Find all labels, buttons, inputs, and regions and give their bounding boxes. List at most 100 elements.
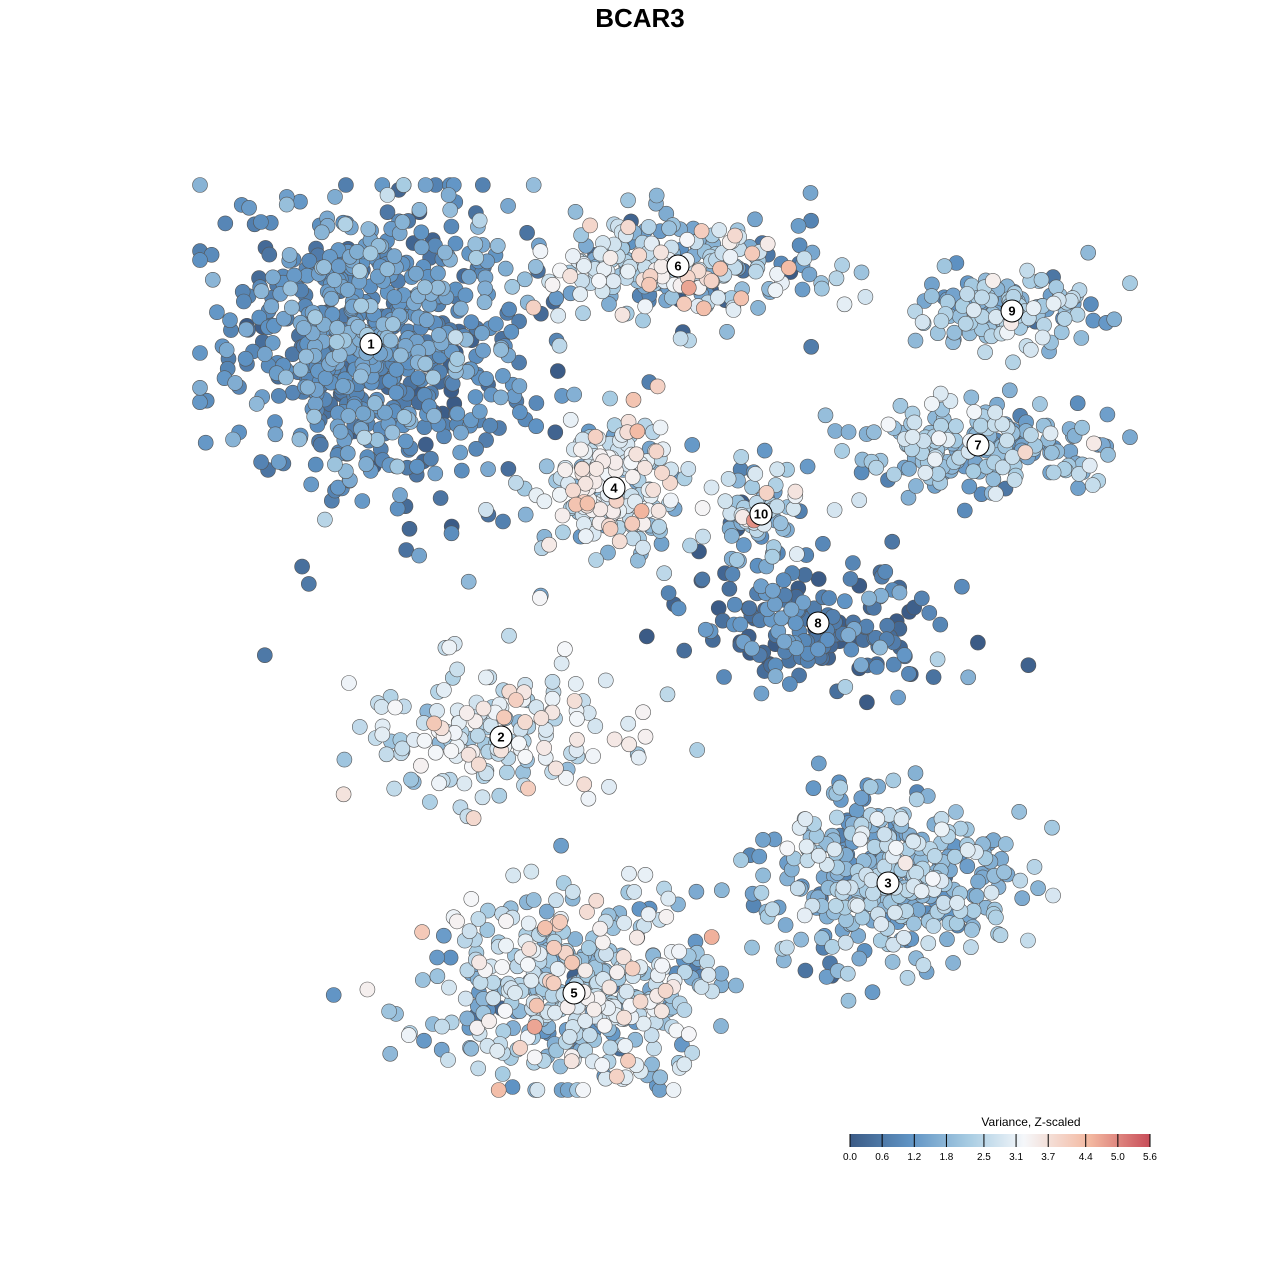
data-point — [554, 507, 571, 524]
data-point — [970, 634, 986, 651]
cluster-label: 8 — [806, 611, 830, 635]
data-point — [580, 790, 597, 807]
data-point — [946, 324, 963, 341]
data-point — [602, 521, 619, 537]
data-point — [557, 462, 573, 478]
data-point — [935, 894, 952, 911]
data-point — [963, 389, 980, 406]
data-point — [645, 482, 662, 498]
data-point — [616, 915, 633, 931]
data-point — [621, 736, 637, 753]
data-point — [267, 426, 284, 443]
data-point — [294, 558, 310, 575]
data-point — [527, 258, 544, 275]
data-point — [713, 1018, 729, 1034]
cluster-label-text: 6 — [674, 259, 681, 274]
data-point — [836, 296, 853, 313]
data-point — [1019, 262, 1035, 279]
data-point — [517, 749, 534, 765]
data-point — [351, 719, 368, 735]
data-point — [504, 278, 521, 295]
data-point — [378, 746, 395, 763]
data-point — [567, 931, 584, 947]
data-point — [996, 864, 1012, 881]
data-point — [835, 879, 852, 896]
data-point — [303, 476, 320, 493]
data-point — [440, 187, 457, 203]
data-point — [794, 281, 811, 298]
data-point — [1025, 300, 1042, 317]
data-point — [517, 506, 534, 523]
data-point — [312, 436, 329, 453]
data-point — [353, 297, 370, 314]
data-point — [661, 220, 677, 237]
data-point — [298, 348, 314, 365]
data-point — [797, 962, 814, 979]
data-point — [906, 414, 923, 431]
data-point — [1030, 880, 1046, 897]
data-point — [839, 965, 856, 982]
data-point — [726, 596, 743, 613]
data-point — [471, 212, 488, 229]
colorbar-tick-label: 1.8 — [939, 1152, 953, 1163]
data-point — [637, 866, 654, 883]
data-point — [1020, 932, 1036, 949]
data-point — [500, 461, 517, 477]
data-point — [834, 443, 850, 459]
data-point — [624, 469, 641, 485]
data-point — [680, 279, 697, 296]
data-point — [641, 276, 658, 293]
data-point — [959, 842, 976, 858]
data-point — [537, 920, 554, 936]
data-point — [460, 746, 477, 763]
data-point — [577, 1042, 593, 1059]
data-point — [417, 279, 433, 296]
data-point — [907, 332, 924, 349]
data-point — [459, 1010, 476, 1027]
data-point — [700, 966, 717, 983]
data-point — [747, 211, 763, 228]
data-point — [379, 261, 396, 278]
data-point — [388, 384, 405, 401]
data-point — [495, 368, 511, 384]
colorbar-tick-label: 3.1 — [1009, 1152, 1023, 1163]
data-point — [270, 454, 287, 470]
data-point — [504, 1079, 521, 1095]
data-point — [468, 250, 485, 266]
data-point — [579, 495, 596, 512]
data-point — [781, 676, 798, 692]
data-point — [467, 389, 484, 405]
data-point — [1006, 472, 1023, 488]
data-point — [192, 177, 208, 193]
data-point — [205, 271, 221, 288]
data-point — [414, 924, 430, 940]
data-point — [965, 902, 982, 919]
data-point — [720, 471, 737, 487]
data-point — [744, 479, 760, 496]
data-point — [507, 985, 523, 1001]
data-point — [896, 647, 913, 663]
data-point — [787, 483, 804, 500]
data-point — [899, 969, 916, 986]
data-point — [558, 770, 574, 786]
data-point — [733, 852, 749, 868]
data-point — [562, 268, 579, 284]
data-point — [457, 990, 474, 1007]
data-point — [810, 641, 826, 658]
data-point — [579, 904, 595, 920]
data-point — [477, 280, 494, 297]
data-point — [987, 404, 1004, 421]
data-point — [970, 873, 986, 890]
data-point — [426, 715, 442, 732]
data-point — [574, 461, 591, 477]
data-point — [680, 1026, 697, 1042]
data-point — [716, 669, 732, 685]
data-point — [265, 269, 281, 286]
data-point — [567, 204, 584, 220]
data-point — [983, 884, 1000, 901]
data-point — [351, 263, 368, 279]
data-point — [932, 385, 949, 402]
data-point — [581, 1027, 598, 1043]
data-point — [948, 804, 964, 820]
data-point — [893, 811, 910, 827]
